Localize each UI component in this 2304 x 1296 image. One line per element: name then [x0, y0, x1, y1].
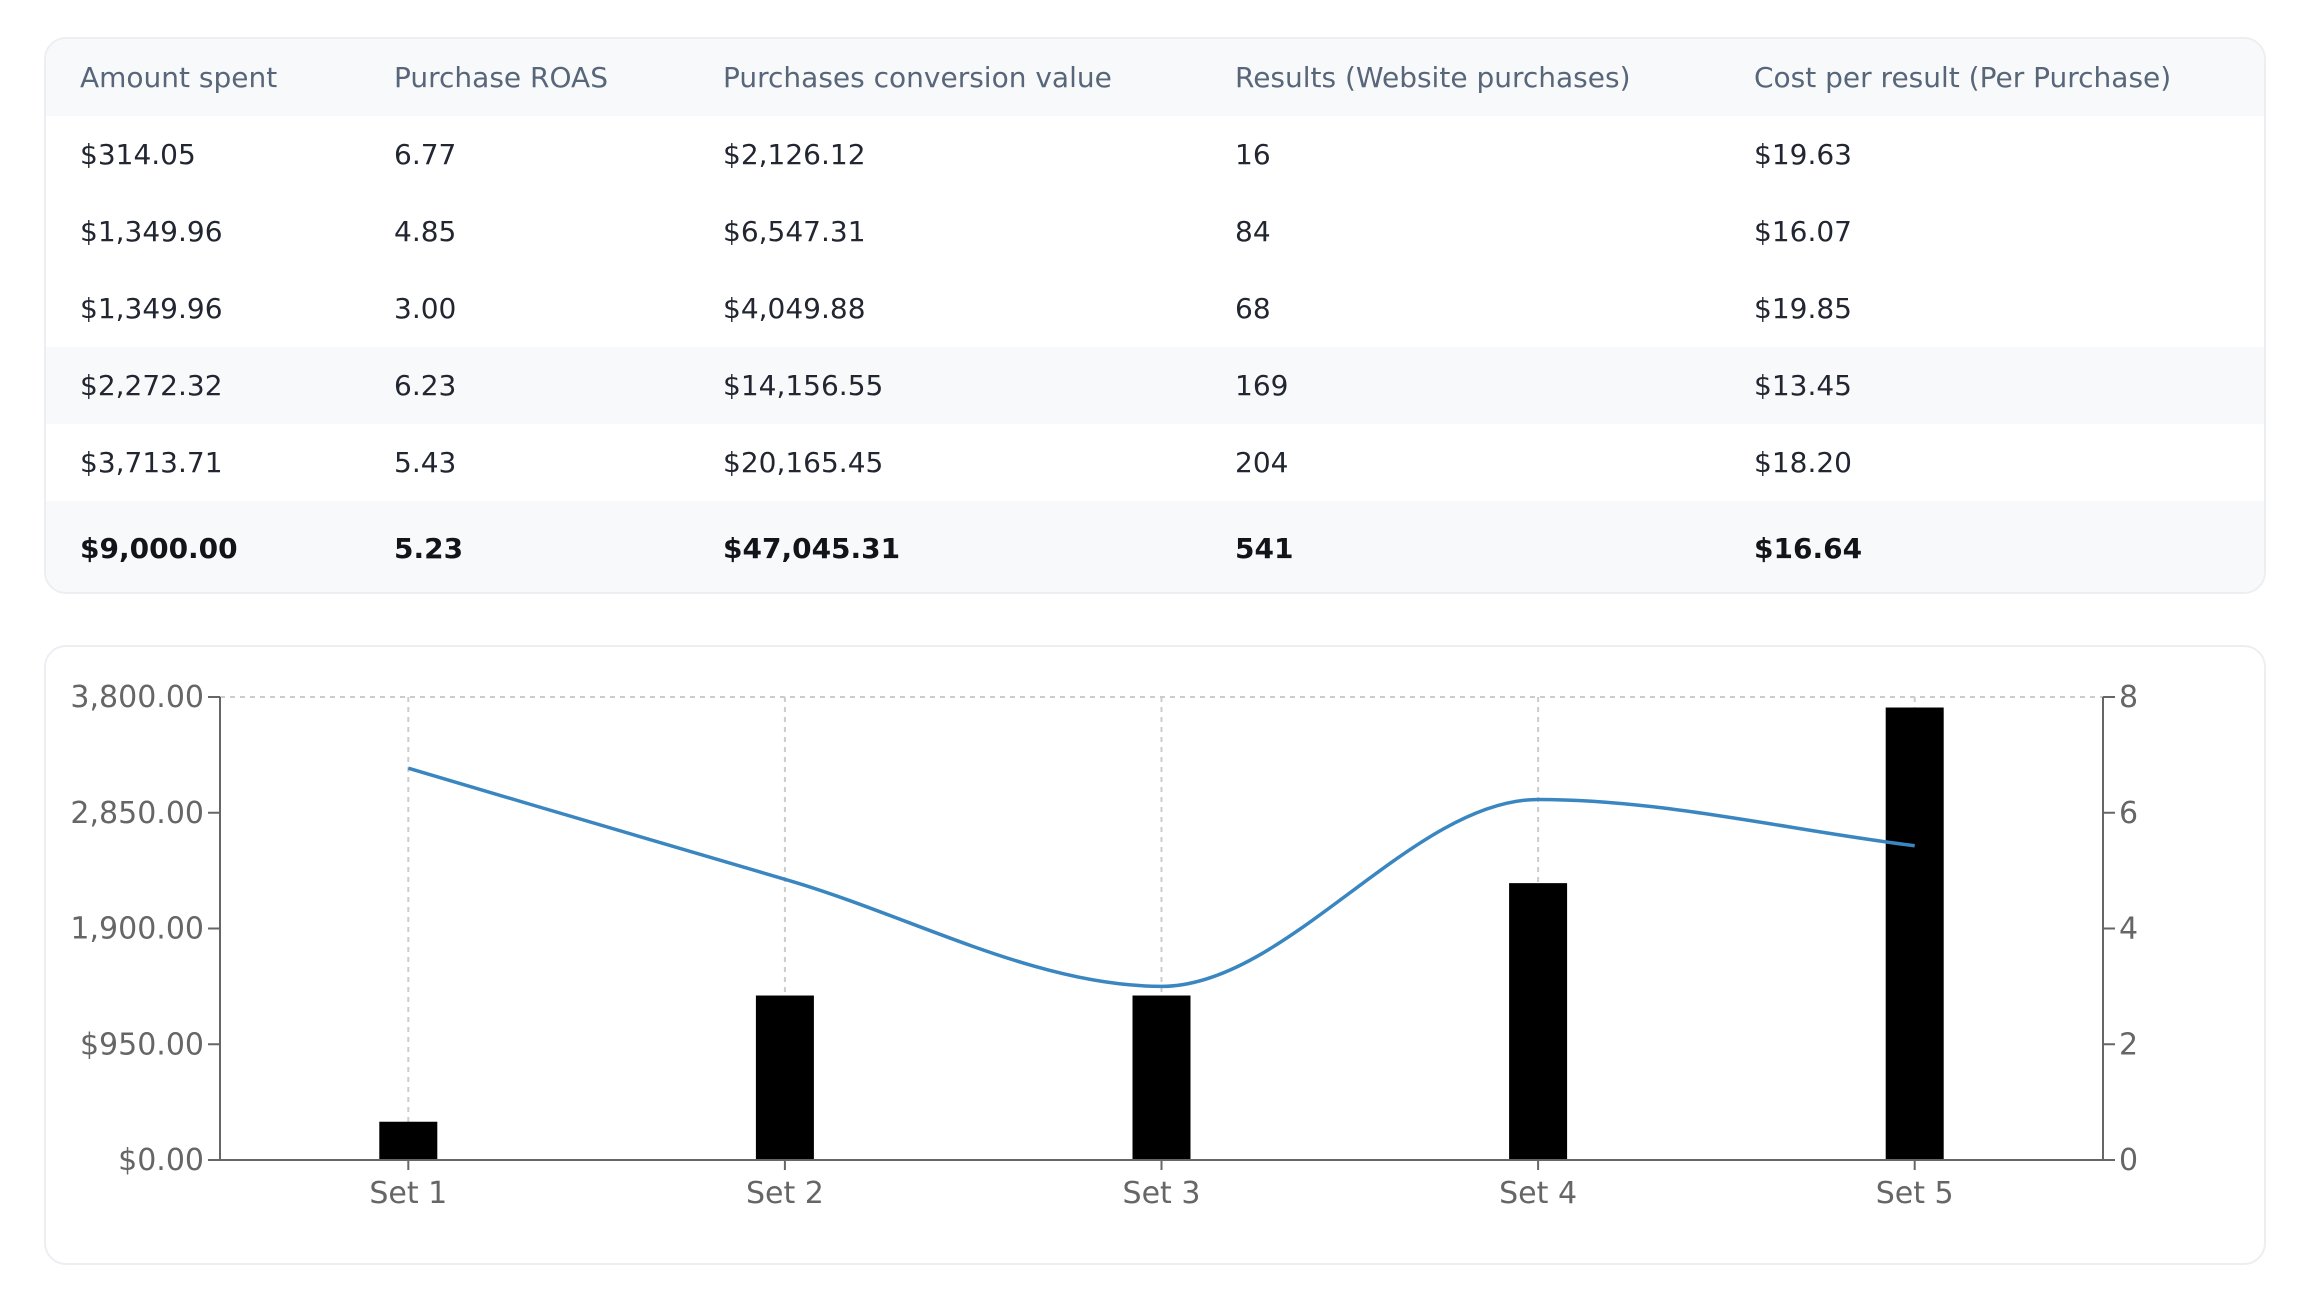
- cell-results: 204: [1235, 446, 1289, 479]
- roas-line: [407, 766, 1915, 989]
- x-tick-label: Set 2: [746, 1176, 824, 1211]
- table-row: $1,349.96 3.00 $4,049.88 68 $19.85: [46, 270, 2264, 347]
- cell-conversion-value: $20,165.45: [723, 446, 884, 479]
- header-amount-spent[interactable]: Amount spent: [80, 61, 278, 94]
- y-left-tick-label: 3,800.00: [70, 680, 204, 715]
- bar-set-1: [379, 1121, 438, 1160]
- cell-results: 16: [1235, 138, 1271, 171]
- total-purchase-roas: 5.23: [394, 531, 464, 565]
- cell-conversion-value: $4,049.88: [723, 292, 866, 325]
- cell-results: 68: [1235, 292, 1271, 325]
- combo-chart: $0.00 $950.00 1,900.00 2,850.00 3,800.00 0 2 4 6…: [70, 680, 2138, 1211]
- y-left-tick-label: $0.00: [118, 1143, 204, 1178]
- y-right-tick-label: 4: [2119, 912, 2138, 947]
- totals-row: $9,000.00 5.23 $47,045.31 541 $16.64: [46, 501, 2264, 592]
- cell-purchase-roas: 4.85: [394, 215, 457, 248]
- cell-results: 169: [1235, 369, 1289, 402]
- total-results: 541: [1235, 531, 1294, 565]
- header-purchases-conversion-value[interactable]: Purchases conversion value: [723, 61, 1112, 94]
- cell-conversion-value: $14,156.55: [723, 369, 884, 402]
- cell-cost-per-result: $19.63: [1754, 138, 1852, 171]
- total-cost-per-result: $16.64: [1754, 531, 1863, 565]
- header-results[interactable]: Results (Website purchases): [1235, 61, 1631, 94]
- cell-conversion-value: $6,547.31: [723, 215, 866, 248]
- cell-amount-spent: $1,349.96: [80, 215, 223, 248]
- cell-cost-per-result: $19.85: [1754, 292, 1852, 325]
- table-row: $3,713.71 5.43 $20,165.45 204 $18.20: [46, 424, 2264, 501]
- cell-results: 84: [1235, 215, 1271, 248]
- y-left-tick-label: 2,850.00: [70, 796, 204, 831]
- cell-amount-spent: $1,349.96: [80, 292, 223, 325]
- y-left-tick-label: 1,900.00: [70, 912, 204, 947]
- header-cost-per-result[interactable]: Cost per result (Per Purchase): [1754, 61, 2172, 94]
- cell-amount-spent: $314.05: [80, 138, 196, 171]
- metrics-table: Amount spent Purchase ROAS Purchases con…: [46, 39, 2264, 592]
- cell-amount-spent: $3,713.71: [80, 446, 223, 479]
- table-row: $314.05 6.77 $2,126.12 16 $19.63: [46, 116, 2264, 193]
- cell-amount-spent: $2,272.32: [80, 369, 223, 402]
- y-right-tick-label: 2: [2119, 1027, 2138, 1062]
- metrics-table-card: Amount spent Purchase ROAS Purchases con…: [44, 37, 2266, 594]
- bar-set-4: [1509, 883, 1568, 1160]
- cell-cost-per-result: $16.07: [1754, 215, 1852, 248]
- cell-purchase-roas: 5.43: [394, 446, 457, 479]
- bar-set-2: [755, 995, 814, 1160]
- y-right-tick-label: 6: [2119, 796, 2138, 831]
- x-tick-label: Set 4: [1499, 1176, 1577, 1211]
- cell-cost-per-result: $18.20: [1754, 446, 1852, 479]
- cell-cost-per-result: $13.45: [1754, 369, 1852, 402]
- cell-purchase-roas: 6.23: [394, 369, 457, 402]
- x-tick-label: Set 3: [1123, 1176, 1201, 1211]
- chart-card: $0.00 $950.00 1,900.00 2,850.00 3,800.00 0 2 4 6…: [44, 645, 2266, 1265]
- header-purchase-roas[interactable]: Purchase ROAS: [394, 61, 608, 94]
- table-header-row: Amount spent Purchase ROAS Purchases con…: [46, 39, 2264, 116]
- total-amount-spent: $9,000.00: [80, 531, 238, 565]
- total-conversion-value: $47,045.31: [723, 531, 901, 565]
- x-tick-label: Set 1: [369, 1176, 447, 1211]
- cell-purchase-roas: 3.00: [394, 292, 457, 325]
- x-tick-label: Set 5: [1876, 1176, 1954, 1211]
- table-row: $2,272.32 6.23 $14,156.55 169 $13.45: [46, 347, 2264, 424]
- y-right-tick-label: 0: [2119, 1143, 2138, 1178]
- bar-set-5: [1885, 707, 1944, 1160]
- cell-conversion-value: $2,126.12: [723, 138, 866, 171]
- table-row: $1,349.96 4.85 $6,547.31 84 $16.07: [46, 193, 2264, 270]
- y-left-tick-label: $950.00: [80, 1027, 204, 1062]
- y-right-tick-label: 8: [2119, 680, 2138, 715]
- bar-set-3: [1132, 995, 1191, 1160]
- cell-purchase-roas: 6.77: [394, 138, 457, 171]
